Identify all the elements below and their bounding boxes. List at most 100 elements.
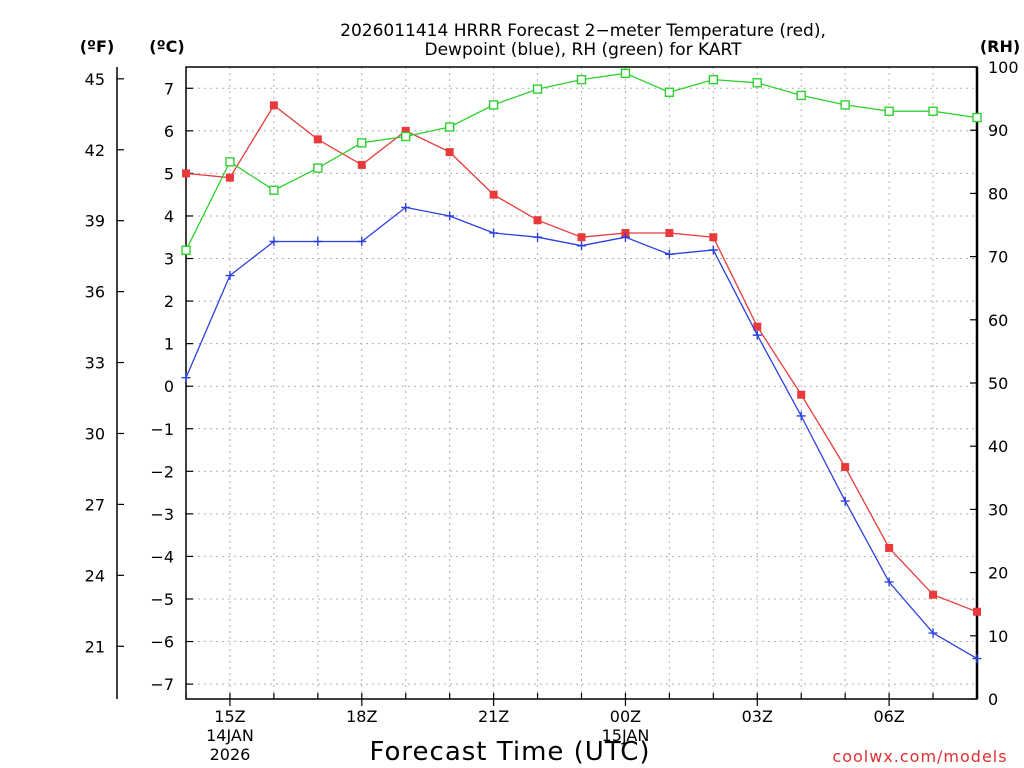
rh-tick-label: 50 [988, 374, 1008, 393]
fahrenheit-tick-label: 39 [85, 212, 105, 231]
rh-point [576, 74, 587, 85]
celsius-tick-label: −5 [150, 590, 174, 609]
temperature-point [885, 543, 894, 552]
rh-point [620, 68, 631, 79]
dewpoint-point [445, 211, 455, 221]
rh-tick-label: 40 [988, 437, 1008, 456]
celsius-tick-label: 4 [164, 207, 174, 226]
temperature-point [709, 233, 718, 242]
x-tick-year-label: 2026 [210, 745, 251, 764]
temperature-point [401, 126, 410, 135]
celsius-tick-label: 3 [164, 250, 174, 269]
celsius-tick-label: 2 [164, 292, 174, 311]
rh-point [972, 112, 982, 123]
gridlines [185, 67, 978, 699]
temperature-point [445, 148, 454, 157]
rh-tick-label: 70 [988, 248, 1008, 267]
dewpoint-point [972, 654, 982, 664]
x-tick-date-label: 15JAN [602, 726, 650, 745]
temperature-point [533, 216, 542, 225]
celsius-tick-label: 7 [164, 79, 174, 98]
temperature-point [577, 233, 586, 242]
x-tick-label: 15Z [214, 707, 245, 726]
rh-point [488, 100, 499, 110]
x-tick-date-label: 14JAN [206, 726, 254, 745]
rh-tick-label: 20 [988, 564, 1008, 583]
fahrenheit-tick-label: 33 [85, 354, 105, 373]
temperature-point [753, 322, 762, 331]
dewpoint-point [620, 232, 630, 242]
x-axis-title: Forecast Time (UTC) [369, 737, 650, 767]
rh-point [708, 74, 719, 85]
rh-point [532, 84, 543, 94]
dewpoint-point [664, 249, 674, 259]
axes: 45423936333027242176543210−1−2−3−4−5−6−7… [85, 58, 1019, 764]
dewpoint-point [928, 628, 938, 638]
fahrenheit-tick-label: 45 [85, 70, 105, 89]
dewpoint-point [708, 245, 718, 255]
rh-point [928, 106, 938, 116]
x-tick-label: 18Z [346, 707, 377, 726]
temperature-point [841, 463, 850, 472]
rh-unit-label: (RH) [980, 37, 1020, 56]
temperature-point [665, 228, 674, 237]
x-tick-label: 21Z [478, 707, 509, 726]
rh-point [664, 87, 675, 97]
dewpoint-point [181, 373, 191, 383]
rh-tick-label: 90 [988, 121, 1008, 140]
x-tick-label: 00Z [610, 707, 641, 726]
fahrenheit-unit-label: (ºF) [80, 37, 115, 56]
data-series [181, 68, 982, 664]
rh-tick-label: 30 [988, 500, 1008, 519]
rh-tick-label: 60 [988, 311, 1008, 330]
fahrenheit-tick-label: 24 [85, 566, 105, 585]
celsius-tick-label: 6 [164, 122, 174, 141]
chart-title: 2026011414 HRRR Forecast 2−meter Tempera… [340, 21, 826, 41]
rh-point [401, 131, 411, 142]
temperature-point [797, 390, 806, 399]
dewpoint-point [489, 228, 499, 238]
dewpoint-point [269, 236, 279, 246]
dewpoint-point [225, 271, 235, 281]
dewpoint-point [752, 330, 762, 340]
dewpoint-point [884, 577, 894, 587]
celsius-tick-label: −3 [150, 505, 174, 524]
chart-subtitle: Dewpoint (blue), RH (green) for KART [424, 40, 742, 60]
rh-point [225, 157, 235, 167]
fahrenheit-tick-label: 36 [85, 283, 105, 302]
x-tick-label: 03Z [742, 707, 773, 726]
celsius-tick-label: −4 [150, 547, 174, 566]
temperature-point [269, 101, 278, 110]
dewpoint-point [357, 236, 367, 246]
rh-point [181, 245, 191, 255]
rh-point [269, 185, 279, 195]
dewpoint-point [401, 202, 411, 212]
temperature-point [357, 160, 366, 169]
celsius-tick-label: −6 [150, 633, 174, 652]
rh-tick-label: 0 [988, 690, 998, 709]
rh-point [752, 78, 762, 88]
temperature-point [225, 173, 234, 182]
dewpoint-point [840, 496, 850, 506]
credit-text: coolwx.com/models [832, 747, 1007, 766]
celsius-tick-label: 5 [164, 164, 174, 183]
dewpoint-point [313, 236, 323, 246]
dewpoint-point [796, 411, 806, 421]
fahrenheit-tick-label: 42 [85, 141, 105, 160]
rh-point [796, 90, 806, 101]
temperature-point [182, 169, 190, 178]
rh-tick-label: 10 [988, 627, 1008, 646]
dewpoint-point [533, 232, 543, 242]
celsius-unit-label: (ºC) [149, 37, 184, 56]
rh-point [357, 138, 367, 148]
x-tick-label: 06Z [873, 707, 904, 726]
celsius-tick-label: −7 [150, 675, 174, 694]
celsius-tick-label: 0 [164, 377, 174, 396]
fahrenheit-tick-label: 21 [85, 637, 105, 656]
rh-point [313, 163, 323, 173]
temperature-point [313, 135, 322, 144]
temperature-point [973, 607, 981, 616]
celsius-tick-label: −1 [150, 420, 174, 439]
dewpoint-point [577, 241, 586, 251]
